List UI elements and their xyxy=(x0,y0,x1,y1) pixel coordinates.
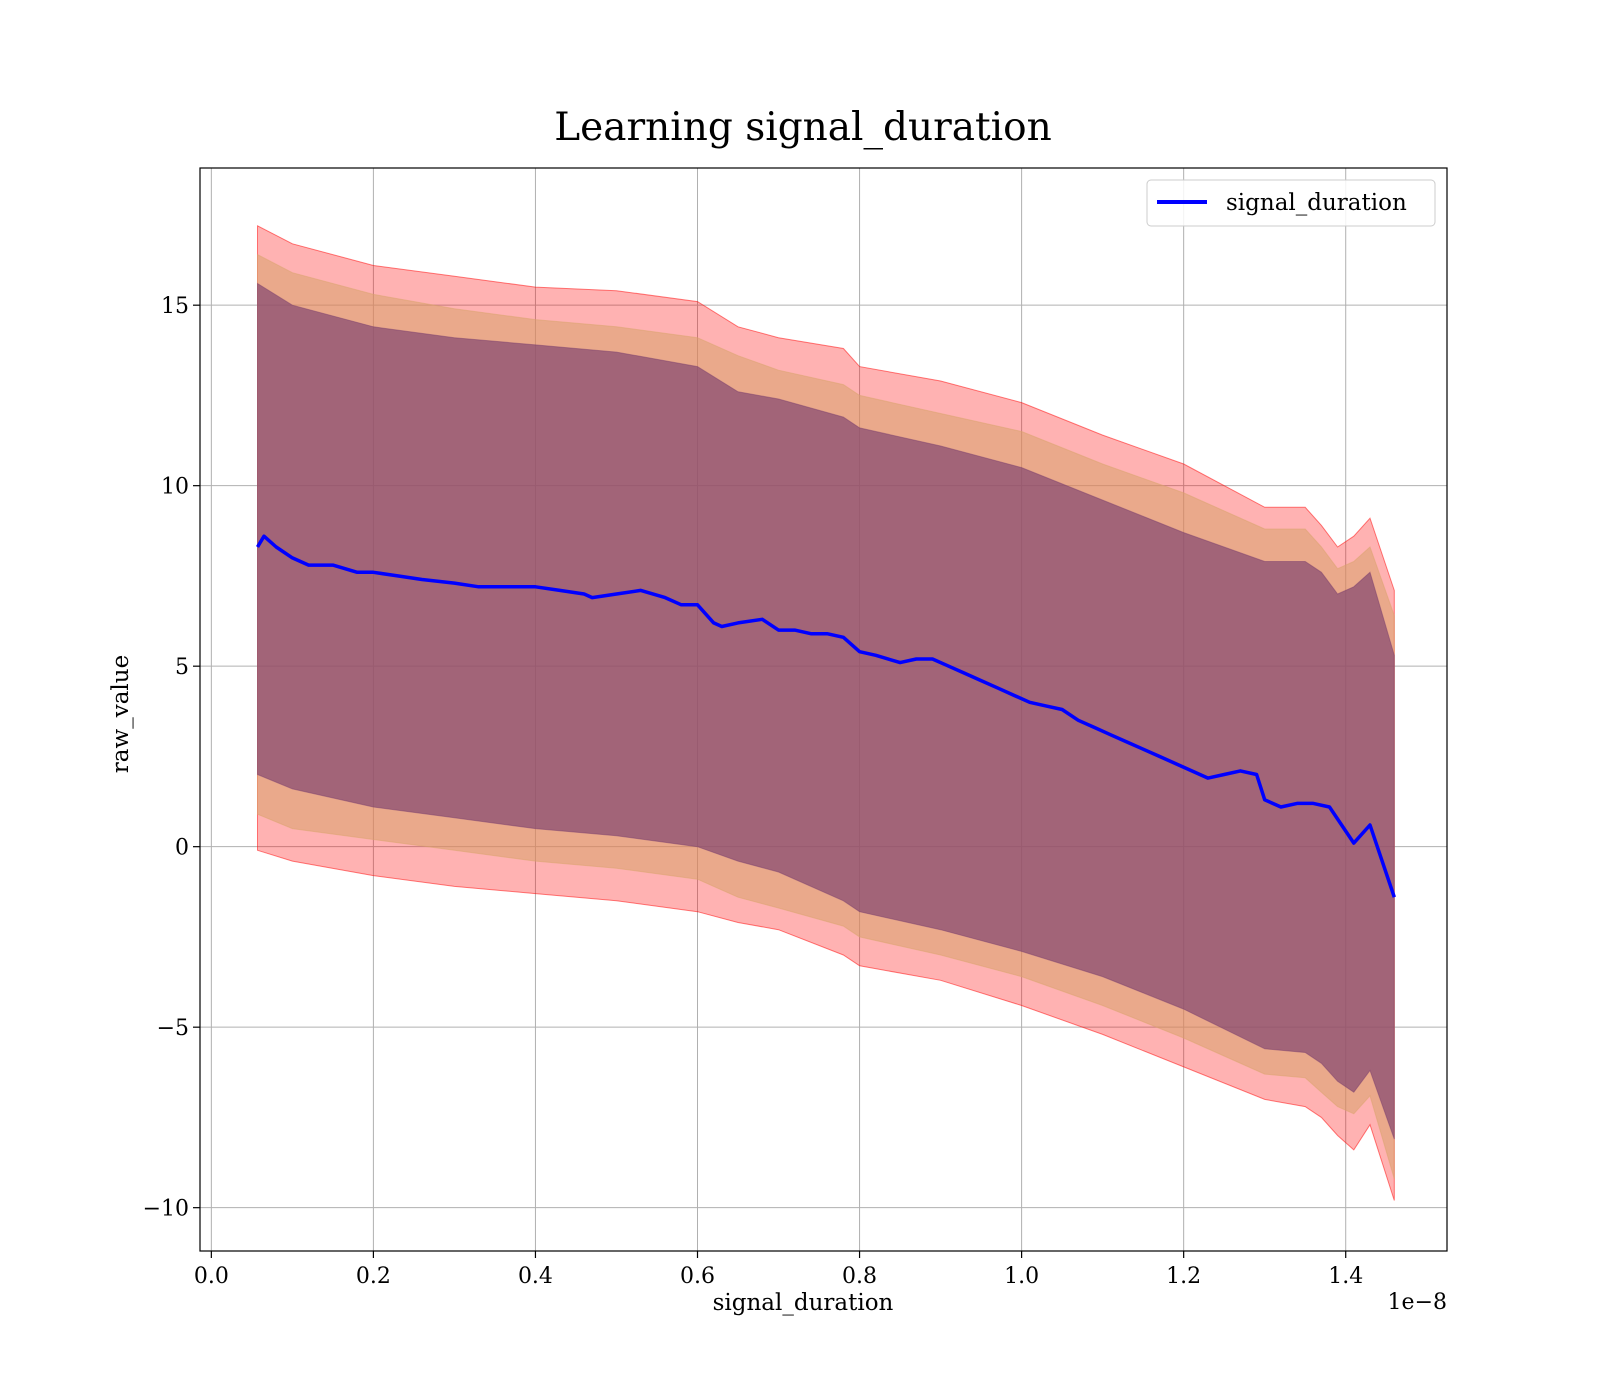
x-tick-label: 1.0 xyxy=(1004,1264,1039,1289)
x-tick-label: 0.6 xyxy=(680,1264,715,1289)
y-tick-label: 0 xyxy=(175,836,189,861)
y-tick-label: 10 xyxy=(161,475,189,500)
x-tick-label: 0.0 xyxy=(194,1264,229,1289)
y-tick-label: 15 xyxy=(161,294,189,319)
legend-label: signal_duration xyxy=(1226,190,1407,216)
chart-title: Learning signal_duration xyxy=(554,105,1051,150)
x-axis-ticks: 0.0 0.2 0.4 0.6 0.8 1.0 1.2 1.4 xyxy=(194,1251,1363,1289)
x-tick-label: 1.2 xyxy=(1166,1264,1201,1289)
y-tick-label: −10 xyxy=(143,1197,189,1222)
series-line-0 xyxy=(256,534,1396,898)
plot-frame xyxy=(199,167,1448,1252)
x-tick-label: 0.4 xyxy=(518,1264,553,1289)
x-tick-label: 0.8 xyxy=(842,1264,877,1289)
y-tick-label: 5 xyxy=(175,655,189,680)
y-axis-label: raw_value xyxy=(108,655,134,773)
x-tick-label: 1.4 xyxy=(1328,1264,1363,1289)
y-axis-ticks: −10 −5 0 5 10 15 xyxy=(143,294,200,1222)
x-offset-text: 1e−8 xyxy=(1388,1290,1447,1315)
x-axis-label: signal_duration xyxy=(713,1290,894,1316)
confidence-bands xyxy=(257,224,1395,1201)
confidence-band-2 xyxy=(257,282,1395,1140)
series-lines xyxy=(256,534,1396,898)
y-tick-label: −5 xyxy=(157,1016,189,1041)
legend: signal_duration xyxy=(1146,179,1436,227)
x-tick-label: 0.2 xyxy=(356,1264,391,1289)
legend-box xyxy=(1146,179,1436,227)
